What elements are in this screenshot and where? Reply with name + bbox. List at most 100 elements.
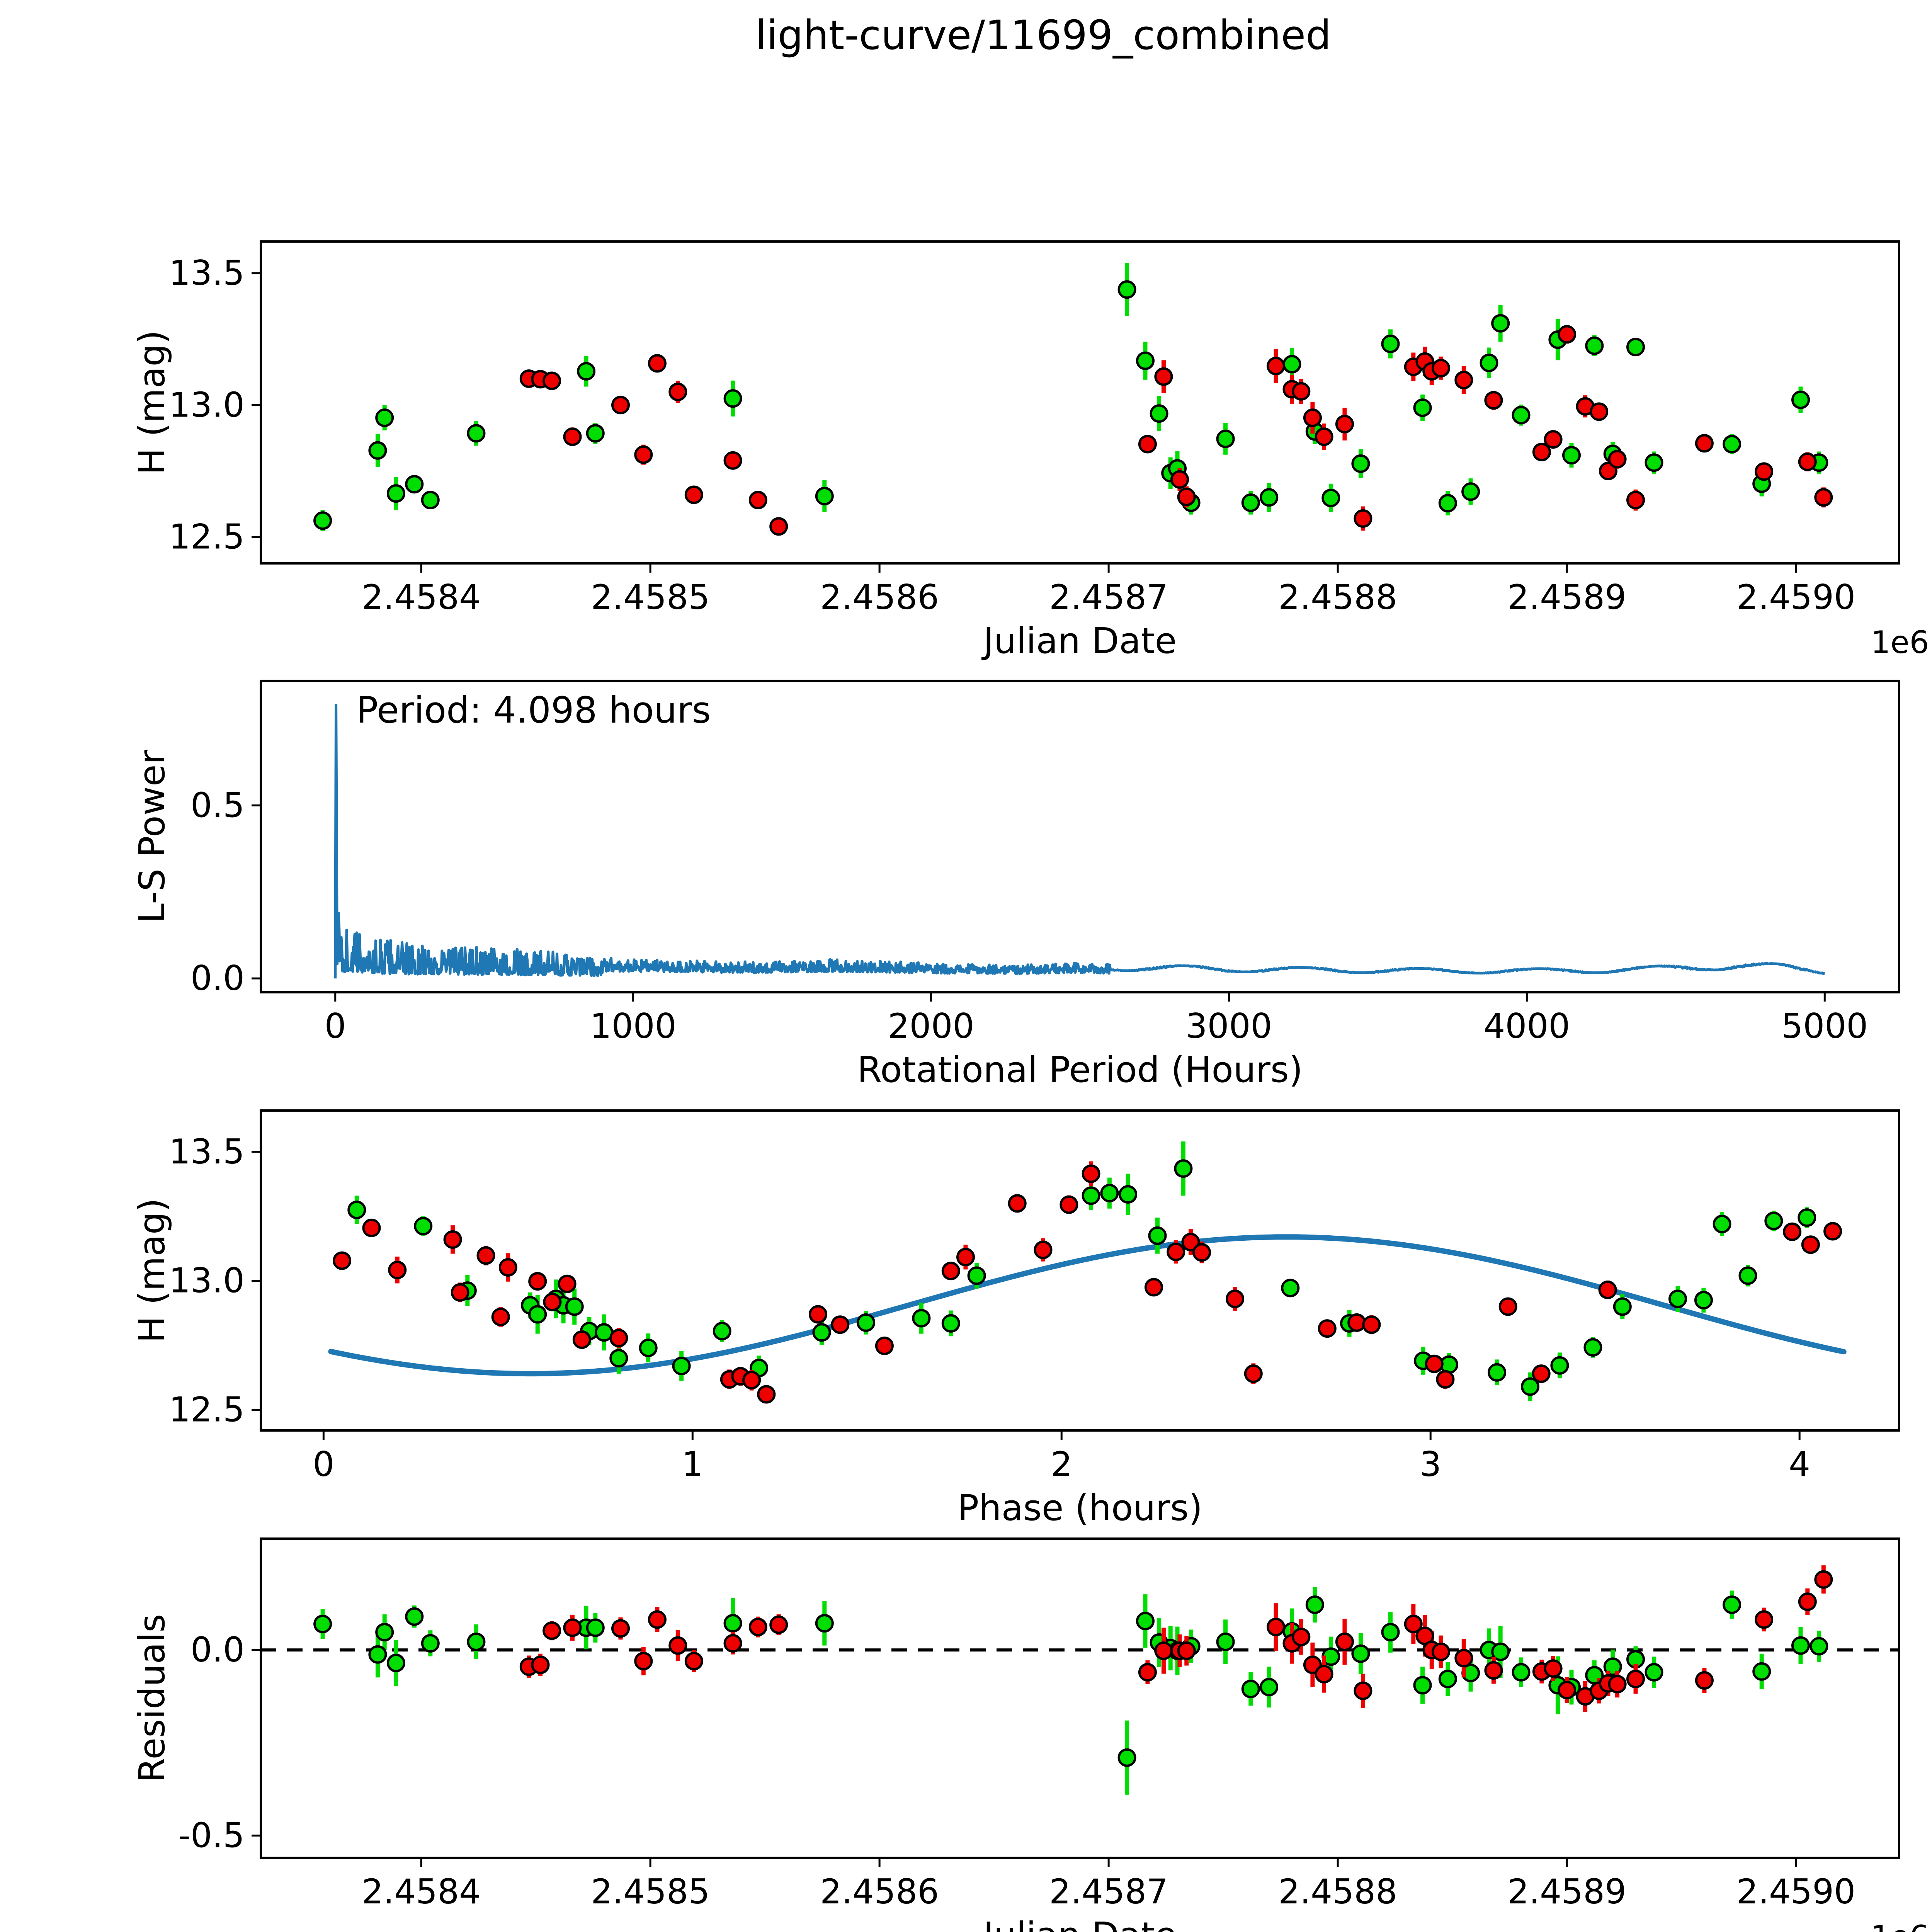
data-point: [668, 1636, 687, 1655]
data-point: [1798, 1208, 1816, 1227]
data-point: [748, 1617, 767, 1636]
data-point: [1480, 354, 1498, 372]
data-point: [1305, 1595, 1324, 1614]
data-point: [1267, 1617, 1285, 1636]
y-tick-label: -0.5: [178, 1815, 245, 1855]
data-point: [333, 1251, 352, 1270]
data-point: [713, 1321, 731, 1340]
data-point: [1168, 1641, 1187, 1660]
x-tick-label: 3000: [1185, 1006, 1272, 1046]
data-point: [1241, 1680, 1260, 1698]
data-point: [543, 1621, 561, 1640]
y-axis-label: H (mag): [131, 330, 173, 475]
data-point: [1321, 1647, 1340, 1666]
data-point: [1174, 1159, 1193, 1178]
data-point: [1764, 1211, 1783, 1230]
data-point: [831, 1315, 850, 1334]
data-point: [1484, 391, 1503, 410]
x-tick-label: 2.4587: [1049, 1872, 1168, 1912]
data-point: [648, 1610, 667, 1629]
data-point: [1668, 1289, 1687, 1308]
data-point: [405, 475, 424, 494]
data-point: [1150, 1633, 1168, 1652]
data-point: [941, 1262, 960, 1281]
data-point: [1550, 1356, 1569, 1375]
y-tick-label: 0.5: [190, 785, 245, 825]
data-point: [750, 1359, 769, 1378]
data-point: [1738, 1266, 1757, 1285]
x-tick-label: 2.4590: [1736, 577, 1855, 617]
data-point: [1415, 1626, 1434, 1645]
data-point: [1177, 1641, 1196, 1660]
data-point: [451, 1283, 469, 1302]
data-point: [586, 424, 605, 443]
axes-frame: [260, 240, 1900, 565]
series-errorbars-green-band: [354, 1141, 1809, 1401]
data-point: [519, 1657, 538, 1676]
data-point: [1544, 1659, 1563, 1678]
data-point: [1082, 1164, 1100, 1183]
data-point: [1292, 382, 1311, 401]
data-point: [815, 1614, 834, 1633]
y-tick-label: 0.0: [190, 958, 245, 998]
y-axis-label: L-S Power: [131, 750, 173, 923]
data-point: [1801, 1235, 1820, 1254]
x-axis-offset-label: 1e6: [1871, 624, 1929, 660]
data-point: [1626, 338, 1645, 357]
data-point: [648, 354, 667, 373]
data-point: [1598, 1281, 1617, 1299]
data-point: [1404, 1614, 1423, 1633]
data-point: [1461, 1663, 1480, 1682]
series-points-green-band: [347, 1159, 1816, 1396]
data-point: [769, 1615, 788, 1634]
data-point: [1161, 464, 1180, 483]
data-point: [1117, 1748, 1136, 1767]
data-point: [1752, 1662, 1771, 1681]
data-point: [1488, 1363, 1507, 1382]
data-point: [1626, 491, 1645, 510]
y-tick-label: 13.5: [169, 253, 245, 293]
y-axis-label: Residuals: [131, 1614, 173, 1782]
sinusoid-fit-curve: [328, 1234, 1847, 1377]
data-point: [586, 1618, 605, 1637]
data-point: [1244, 1364, 1263, 1383]
x-tick-label: 2.4589: [1507, 577, 1626, 617]
y-tick-label: 13.5: [169, 1132, 245, 1172]
data-point: [639, 1338, 658, 1357]
data-point: [1798, 452, 1817, 471]
data-point: [1335, 415, 1354, 434]
data-point: [1694, 1291, 1713, 1310]
data-point: [1603, 1657, 1622, 1676]
data-point: [1548, 330, 1567, 349]
data-point: [577, 362, 596, 381]
data-point: [812, 1323, 831, 1342]
data-point: [531, 1655, 550, 1674]
data-point: [609, 1328, 628, 1347]
x-tick-label: 2.4589: [1507, 1872, 1626, 1912]
data-point: [1422, 1641, 1441, 1660]
data-point: [1491, 1642, 1510, 1661]
data-point: [1454, 371, 1473, 389]
data-point: [757, 1385, 776, 1404]
data-point: [577, 1618, 596, 1637]
data-point: [1362, 1315, 1381, 1334]
series-points-red-band: [519, 1570, 1833, 1706]
x-tick-label: 2.4584: [362, 1872, 481, 1912]
data-point: [467, 1633, 486, 1651]
data-point: [1484, 1661, 1503, 1680]
x-tick-label: 1: [682, 1444, 703, 1484]
data-point: [1626, 1670, 1645, 1689]
data-point: [1292, 1628, 1311, 1646]
data-point: [543, 371, 561, 390]
data-point: [1354, 509, 1372, 528]
data-point: [723, 451, 742, 470]
data-point: [595, 1323, 614, 1342]
data-point: [731, 1367, 750, 1386]
data-point: [498, 1258, 517, 1277]
data-point: [476, 1246, 495, 1265]
data-point: [1791, 1636, 1810, 1655]
series-points-green-band: [313, 280, 1828, 530]
data-point: [1216, 429, 1235, 448]
data-point: [375, 408, 394, 427]
x-axis-label: Julian Date: [981, 620, 1177, 662]
